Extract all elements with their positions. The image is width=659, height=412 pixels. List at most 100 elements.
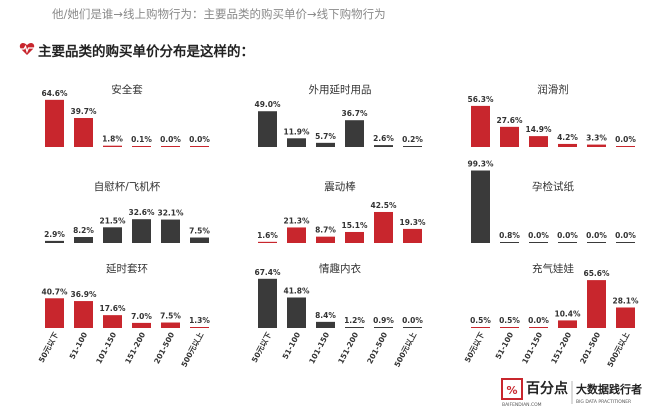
data-label: 0.0% [528, 316, 549, 325]
bar [587, 280, 606, 328]
bar [287, 227, 306, 243]
bar [374, 145, 393, 147]
bar [345, 120, 364, 147]
data-label: 56.3% [467, 95, 494, 104]
data-label: 0.0% [528, 231, 549, 240]
x-tick-label: 51-100 [68, 331, 90, 361]
x-tick-label: 101-150 [520, 331, 544, 366]
x-tick-label: 51-100 [281, 331, 303, 361]
data-label: 67.4% [254, 268, 281, 277]
bar [374, 327, 393, 328]
heart-pulse-icon [19, 42, 35, 55]
logo-mark-icon [501, 378, 523, 400]
bar [529, 327, 548, 328]
bar [74, 237, 93, 243]
chart-title: 震动棒 [324, 180, 356, 193]
data-label: 21.3% [283, 216, 310, 225]
chart-title: 润滑剂 [537, 83, 569, 96]
bar [45, 298, 64, 328]
bar [287, 138, 306, 147]
data-label: 0.0% [160, 135, 181, 144]
bar [587, 242, 606, 243]
x-tick-label: 201-500 [365, 331, 389, 366]
bar [258, 111, 277, 147]
data-label: 0.0% [615, 135, 636, 144]
data-label: 0.5% [470, 316, 491, 325]
bar [45, 99, 64, 147]
x-tick-label: 50元以下 [463, 330, 487, 364]
bar [616, 242, 635, 243]
data-label: 1.6% [257, 231, 278, 240]
bar [258, 241, 277, 243]
data-label: 0.8% [499, 231, 520, 240]
bar [403, 228, 422, 243]
x-tick-label: 500元以上 [392, 330, 419, 369]
logo-url: BAIFENDIAN.COM [502, 402, 542, 408]
data-label: 2.9% [44, 230, 65, 239]
data-label: 0.0% [189, 135, 210, 144]
data-label: 0.0% [615, 231, 636, 240]
chart-title: 充气娃娃 [532, 262, 574, 275]
data-label: 7.5% [189, 227, 210, 236]
bar [529, 242, 548, 243]
bar [258, 278, 277, 328]
x-tick-label: 500元以上 [605, 330, 632, 369]
data-label: 1.2% [344, 316, 365, 325]
bar [161, 146, 180, 147]
bar [345, 231, 364, 243]
logo-slogan-en: BIG DATA PRACTITIONER [576, 399, 631, 405]
data-label: 49.0% [254, 100, 281, 109]
data-label: 19.3% [399, 218, 426, 227]
data-label: 99.3% [467, 160, 494, 169]
bar [103, 227, 122, 243]
data-label: 32.1% [157, 209, 184, 218]
data-label: 0.1% [131, 135, 152, 144]
data-label: 64.6% [41, 89, 68, 98]
bar [103, 315, 122, 328]
data-label: 0.0% [586, 231, 607, 240]
chart-title: 外用延时用品 [309, 84, 372, 96]
x-tick-label: 101-150 [307, 331, 331, 366]
data-label: 5.7% [315, 132, 336, 141]
bar [316, 321, 335, 328]
bar [190, 237, 209, 243]
bar [500, 327, 519, 328]
x-tick-label: 50元以下 [250, 330, 274, 364]
logo-percent-icon: % [507, 384, 518, 397]
bar [74, 118, 93, 147]
bar [471, 170, 490, 243]
bar [587, 144, 606, 147]
bar [103, 145, 122, 147]
data-label: 0.0% [402, 316, 423, 325]
chart-title: 情趣内衣 [319, 262, 361, 275]
bar [558, 320, 577, 328]
bar [190, 327, 209, 328]
data-label: 8.2% [73, 226, 94, 235]
data-label: 41.8% [283, 286, 310, 295]
data-label: 36.9% [70, 290, 97, 299]
bar [529, 136, 548, 147]
bar [558, 242, 577, 243]
bar [500, 242, 519, 243]
data-label: 4.2% [557, 133, 578, 142]
bar [316, 142, 335, 147]
data-label: 27.6% [496, 116, 523, 125]
bar [374, 211, 393, 243]
chart-title: 延时套环 [106, 262, 148, 275]
bar [471, 327, 490, 328]
data-label: 0.9% [373, 316, 394, 325]
x-tick-label: 101-150 [94, 331, 118, 366]
bar [74, 301, 93, 328]
bar [132, 219, 151, 243]
data-label: 1.3% [189, 316, 210, 325]
x-tick-label: 151-200 [336, 331, 360, 366]
x-tick-label: 201-500 [152, 331, 176, 366]
bar [403, 327, 422, 328]
bar [500, 126, 519, 147]
bar [616, 146, 635, 147]
x-tick-label: 151-200 [123, 331, 147, 366]
data-label: 36.7% [341, 109, 368, 118]
x-tick-label: 50元以下 [37, 330, 61, 364]
bar [190, 146, 209, 147]
